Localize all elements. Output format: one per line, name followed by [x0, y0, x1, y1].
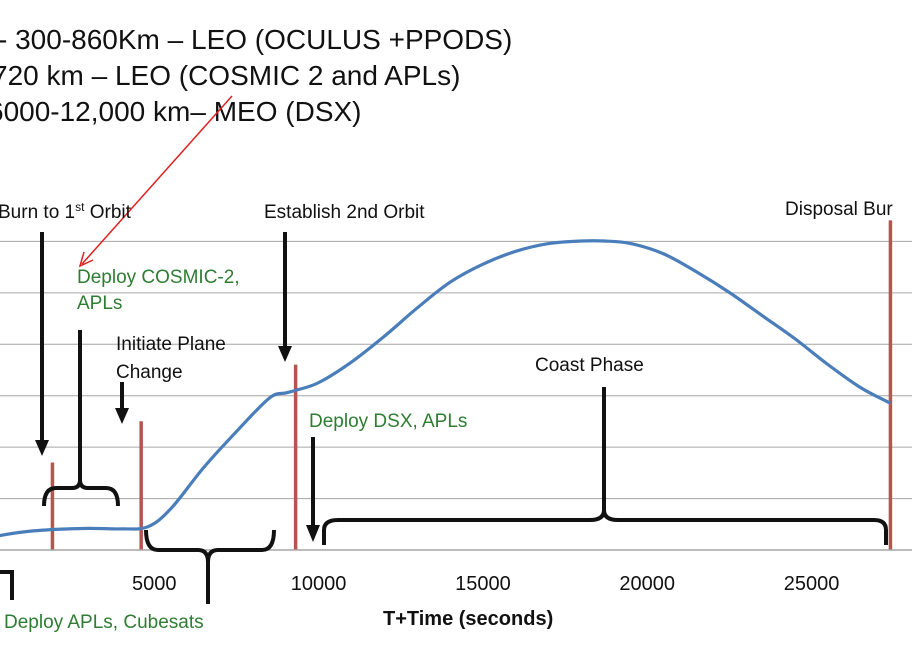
label-deploy-dsx: Deploy DSX, APLs	[309, 411, 467, 432]
header-line-3: 6000-12,000 km– MEO (DSX)	[0, 96, 362, 127]
x-tick-label: 15000	[455, 573, 511, 595]
brace-coast	[322, 509, 888, 545]
label-initiate-2: Change	[116, 362, 183, 383]
label-deploy-cosmic-2: APLs	[77, 293, 122, 314]
x-tick-label: 5000	[132, 573, 177, 595]
arrowhead-initiate-plane	[115, 408, 129, 424]
arrowhead-burn-first	[35, 440, 49, 456]
red-arrow-head	[78, 251, 94, 268]
label-disposal: Disposal Bur	[785, 199, 893, 220]
header-line-2: 720 km – LEO (COSMIC 2 and APLs)	[0, 60, 461, 91]
burn-lines	[50, 220, 893, 550]
arrowhead-establish	[278, 346, 292, 362]
red-annotation-arrow	[78, 95, 233, 268]
label-establish: Establish 2nd Orbit	[264, 202, 425, 223]
red-arrow-shaft	[81, 95, 233, 265]
brace-plane-change	[144, 529, 276, 563]
phase-markers	[0, 232, 888, 604]
arrowheads	[35, 346, 320, 542]
x-tick-label: 20000	[619, 573, 675, 595]
header-line-1: - 300-860Km – LEO (OCULUS +PPODS)	[0, 24, 513, 55]
brace-deploy-cosmic	[42, 479, 120, 507]
label-deploy-apls: Deploy APLs, Cubesats	[4, 612, 204, 633]
x-tick-label: 10000	[291, 573, 347, 595]
label-burn-first: Burn to 1st Orbit	[0, 200, 132, 223]
altitude-curve	[0, 239, 892, 538]
label-coast: Coast Phase	[535, 355, 644, 376]
x-tick-labels: 5000 10000 15000 20000 25000	[132, 573, 839, 595]
brace-deploy-apls	[0, 570, 15, 600]
x-axis-label: T+Time (seconds)	[383, 608, 553, 630]
label-deploy-cosmic-1: Deploy COSMIC-2,	[77, 267, 240, 288]
label-initiate-1: Initiate Plane	[116, 334, 226, 355]
x-tick-label: 25000	[784, 573, 840, 595]
arrowhead-deploy-dsx	[306, 525, 320, 542]
